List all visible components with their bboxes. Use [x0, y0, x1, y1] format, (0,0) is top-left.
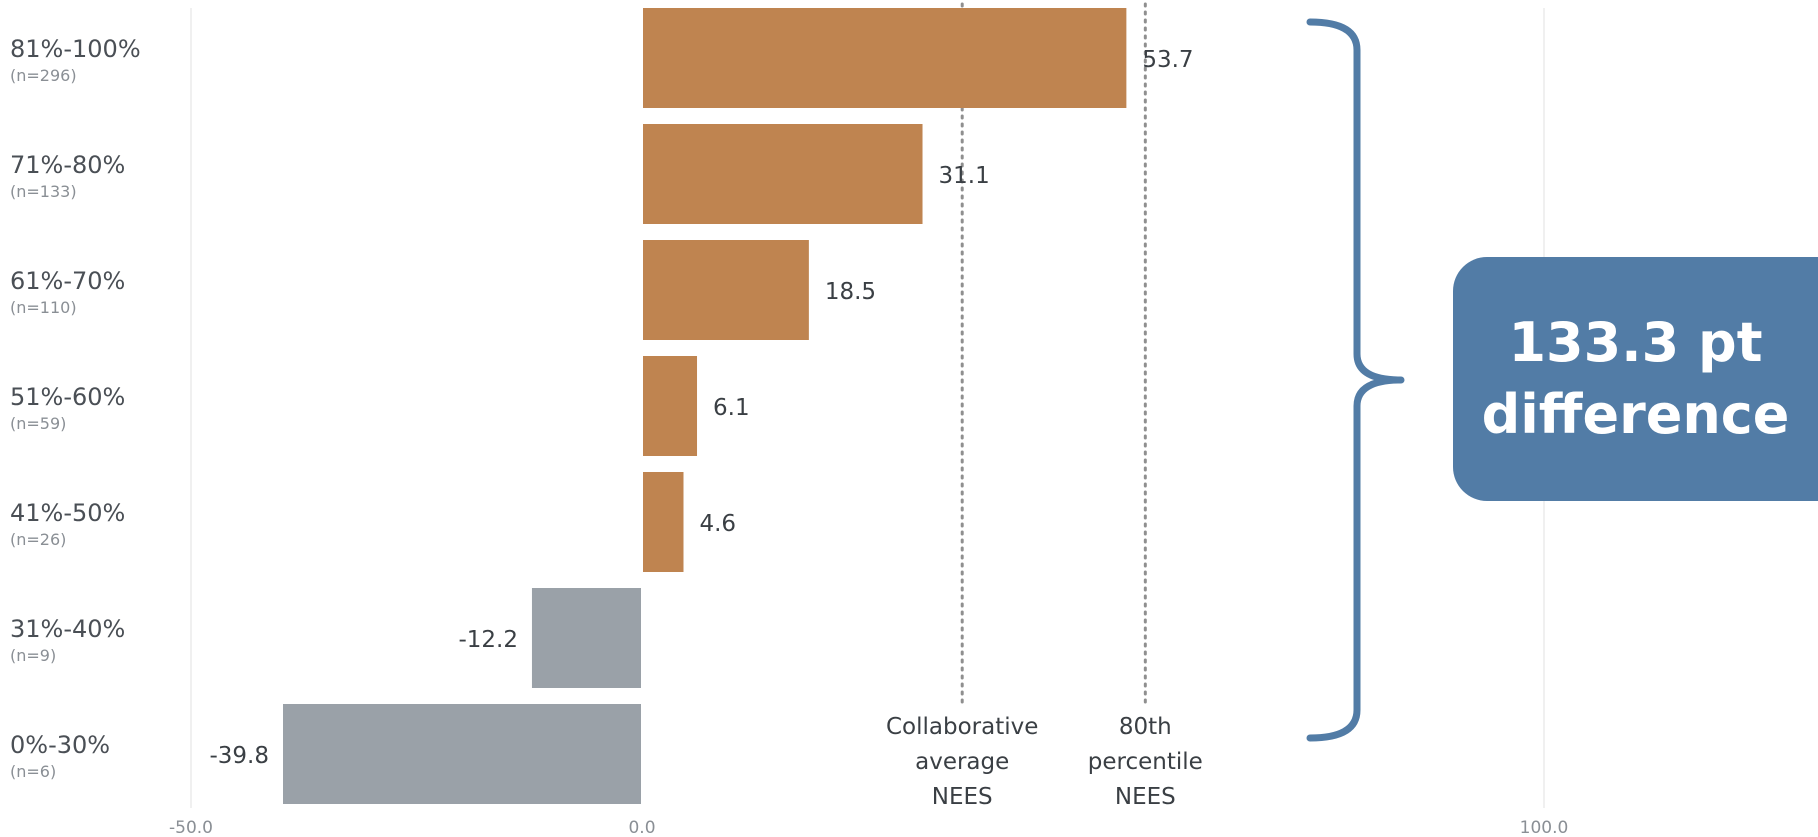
reference-line-label: 80th: [1119, 714, 1172, 740]
bar: [283, 704, 642, 804]
category-label: 81%-100%: [10, 35, 141, 63]
reference-line-label: Collaborative: [886, 714, 1038, 740]
data-label: -39.8: [209, 743, 269, 769]
category-label: 61%-70%: [10, 267, 125, 295]
category-count: (n=59): [10, 414, 66, 433]
category-count: (n=9): [10, 646, 56, 665]
category-label: 31%-40%: [10, 615, 125, 643]
category-label: 41%-50%: [10, 499, 125, 527]
category-label: 0%-30%: [10, 731, 110, 759]
bar: [531, 588, 642, 688]
reference-line-label: percentile: [1088, 749, 1203, 775]
category-label: 71%-80%: [10, 151, 125, 179]
reference-line-label: NEES: [932, 784, 993, 810]
data-label: 4.6: [699, 511, 736, 537]
data-label: -12.2: [458, 627, 518, 653]
category-count: (n=6): [10, 762, 56, 781]
bar: [642, 356, 698, 456]
reference-line-label: NEES: [1115, 784, 1176, 810]
category-count: (n=296): [10, 66, 77, 85]
category-count: (n=110): [10, 298, 77, 317]
x-tick-label: 0.0: [628, 818, 655, 837]
data-label: 53.7: [1142, 47, 1193, 73]
category-count: (n=133): [10, 182, 77, 201]
data-label: 6.1: [713, 395, 750, 421]
category-count: (n=26): [10, 530, 66, 549]
bar: [642, 8, 1127, 108]
category-label: 51%-60%: [10, 383, 125, 411]
bar: [642, 124, 923, 224]
callout-caption: difference: [1481, 383, 1790, 446]
data-label: 31.1: [939, 163, 990, 189]
difference-callout: 133.3 pt difference: [1453, 257, 1818, 501]
x-tick-label: -50.0: [169, 818, 213, 837]
bar: [642, 240, 809, 340]
bar: [642, 472, 684, 572]
range-bracket: [1306, 18, 1405, 742]
data-label: 18.5: [825, 279, 876, 305]
callout-value: 133.3 pt: [1508, 311, 1763, 374]
x-tick-label: 100.0: [1520, 818, 1569, 837]
reference-line-label: average: [915, 749, 1009, 775]
